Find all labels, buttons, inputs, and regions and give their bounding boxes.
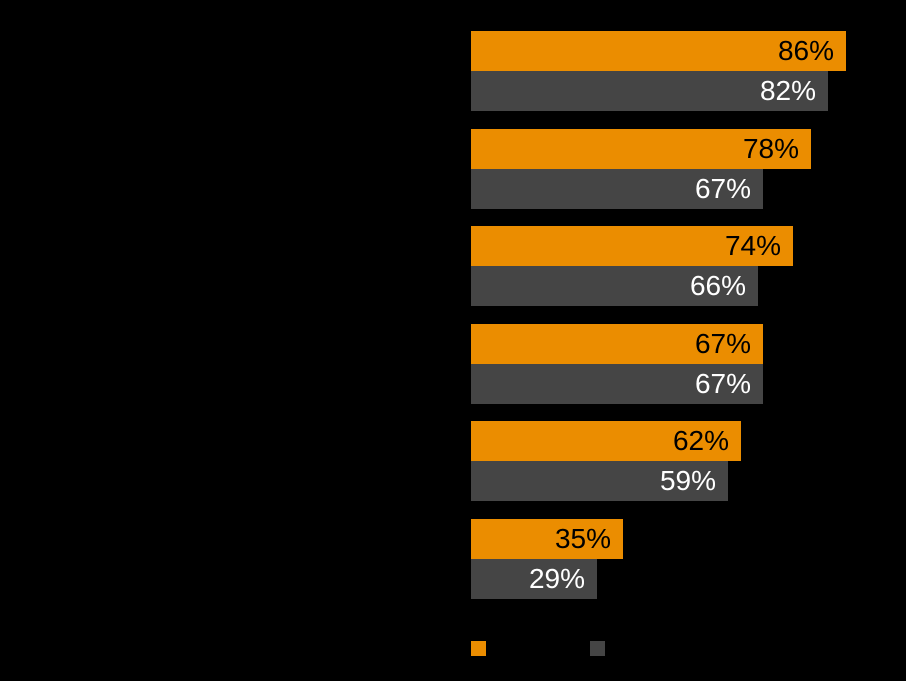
legend bbox=[471, 641, 605, 656]
bar-value-label: 29% bbox=[528, 563, 585, 594]
bar-value-label: 67% bbox=[694, 368, 751, 399]
bar-gray: 67% bbox=[471, 364, 763, 404]
bar-group: 78% 67% bbox=[471, 129, 906, 209]
bar-gray: 82% bbox=[471, 71, 828, 111]
bar-value-label: 82% bbox=[759, 75, 816, 106]
bar-value-label: 78% bbox=[742, 133, 799, 164]
legend-swatch-gray bbox=[590, 641, 605, 656]
bar-orange: 35% bbox=[471, 519, 623, 559]
bar-value-label: 67% bbox=[694, 328, 751, 359]
bar-value-label: 66% bbox=[689, 270, 746, 301]
bar-value-label: 62% bbox=[672, 425, 729, 456]
bar-orange: 86% bbox=[471, 31, 846, 71]
plot-area: 86% 82% 78% 67% 74% 66% 67% 67% 62% 59% 35% 29% bbox=[471, 31, 906, 601]
bar-orange: 74% bbox=[471, 226, 793, 266]
bar-value-label: 59% bbox=[659, 465, 716, 496]
bar-value-label: 86% bbox=[777, 35, 834, 66]
bar-group: 62% 59% bbox=[471, 421, 906, 501]
bar-value-label: 74% bbox=[724, 230, 781, 261]
bar-group: 86% 82% bbox=[471, 31, 906, 111]
bar-gray: 29% bbox=[471, 559, 597, 599]
bar-orange: 78% bbox=[471, 129, 811, 169]
bar-gray: 66% bbox=[471, 266, 758, 306]
bar-gray: 67% bbox=[471, 169, 763, 209]
bar-group: 35% 29% bbox=[471, 519, 906, 599]
bar-orange: 62% bbox=[471, 421, 741, 461]
bar-group: 74% 66% bbox=[471, 226, 906, 306]
legend-swatch-orange bbox=[471, 641, 486, 656]
bar-group: 67% 67% bbox=[471, 324, 906, 404]
bar-gray: 59% bbox=[471, 461, 728, 501]
bar-value-label: 35% bbox=[554, 523, 611, 554]
bar-orange: 67% bbox=[471, 324, 763, 364]
bar-value-label: 67% bbox=[694, 173, 751, 204]
